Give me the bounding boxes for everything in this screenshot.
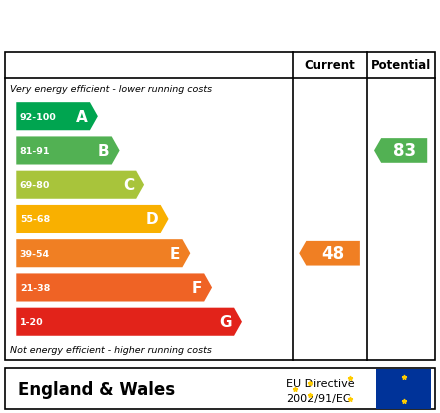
Text: B: B <box>98 144 110 159</box>
Text: 81-91: 81-91 <box>20 147 50 156</box>
Text: D: D <box>146 212 158 227</box>
Text: 48: 48 <box>322 244 345 263</box>
Polygon shape <box>299 241 360 266</box>
Text: 1-20: 1-20 <box>20 318 44 326</box>
Text: G: G <box>220 314 232 330</box>
Bar <box>376 369 431 408</box>
Text: E: E <box>170 246 180 261</box>
Text: Potential: Potential <box>370 59 431 72</box>
Polygon shape <box>374 139 427 164</box>
Polygon shape <box>16 103 98 131</box>
Text: C: C <box>123 178 134 193</box>
Text: 55-68: 55-68 <box>20 215 50 224</box>
Polygon shape <box>16 171 144 199</box>
Text: Not energy efficient - higher running costs: Not energy efficient - higher running co… <box>10 345 212 354</box>
Text: A: A <box>76 109 88 124</box>
Text: 92-100: 92-100 <box>20 112 57 121</box>
Text: 21-38: 21-38 <box>20 283 50 292</box>
Text: EU Directive: EU Directive <box>286 378 355 388</box>
Text: Energy Efficiency Rating: Energy Efficiency Rating <box>11 14 299 34</box>
Text: F: F <box>191 280 202 295</box>
Text: 69-80: 69-80 <box>20 181 50 190</box>
Text: Very energy efficient - lower running costs: Very energy efficient - lower running co… <box>10 85 212 94</box>
Text: England & Wales: England & Wales <box>18 380 175 398</box>
Polygon shape <box>16 205 169 233</box>
Text: Current: Current <box>304 59 355 72</box>
Polygon shape <box>16 137 120 165</box>
Bar <box>5 368 435 409</box>
Polygon shape <box>16 240 191 268</box>
Text: 39-54: 39-54 <box>20 249 50 258</box>
Polygon shape <box>16 274 212 302</box>
Polygon shape <box>16 308 242 336</box>
Text: 83: 83 <box>392 142 416 160</box>
Text: 2002/91/EC: 2002/91/EC <box>286 394 351 404</box>
